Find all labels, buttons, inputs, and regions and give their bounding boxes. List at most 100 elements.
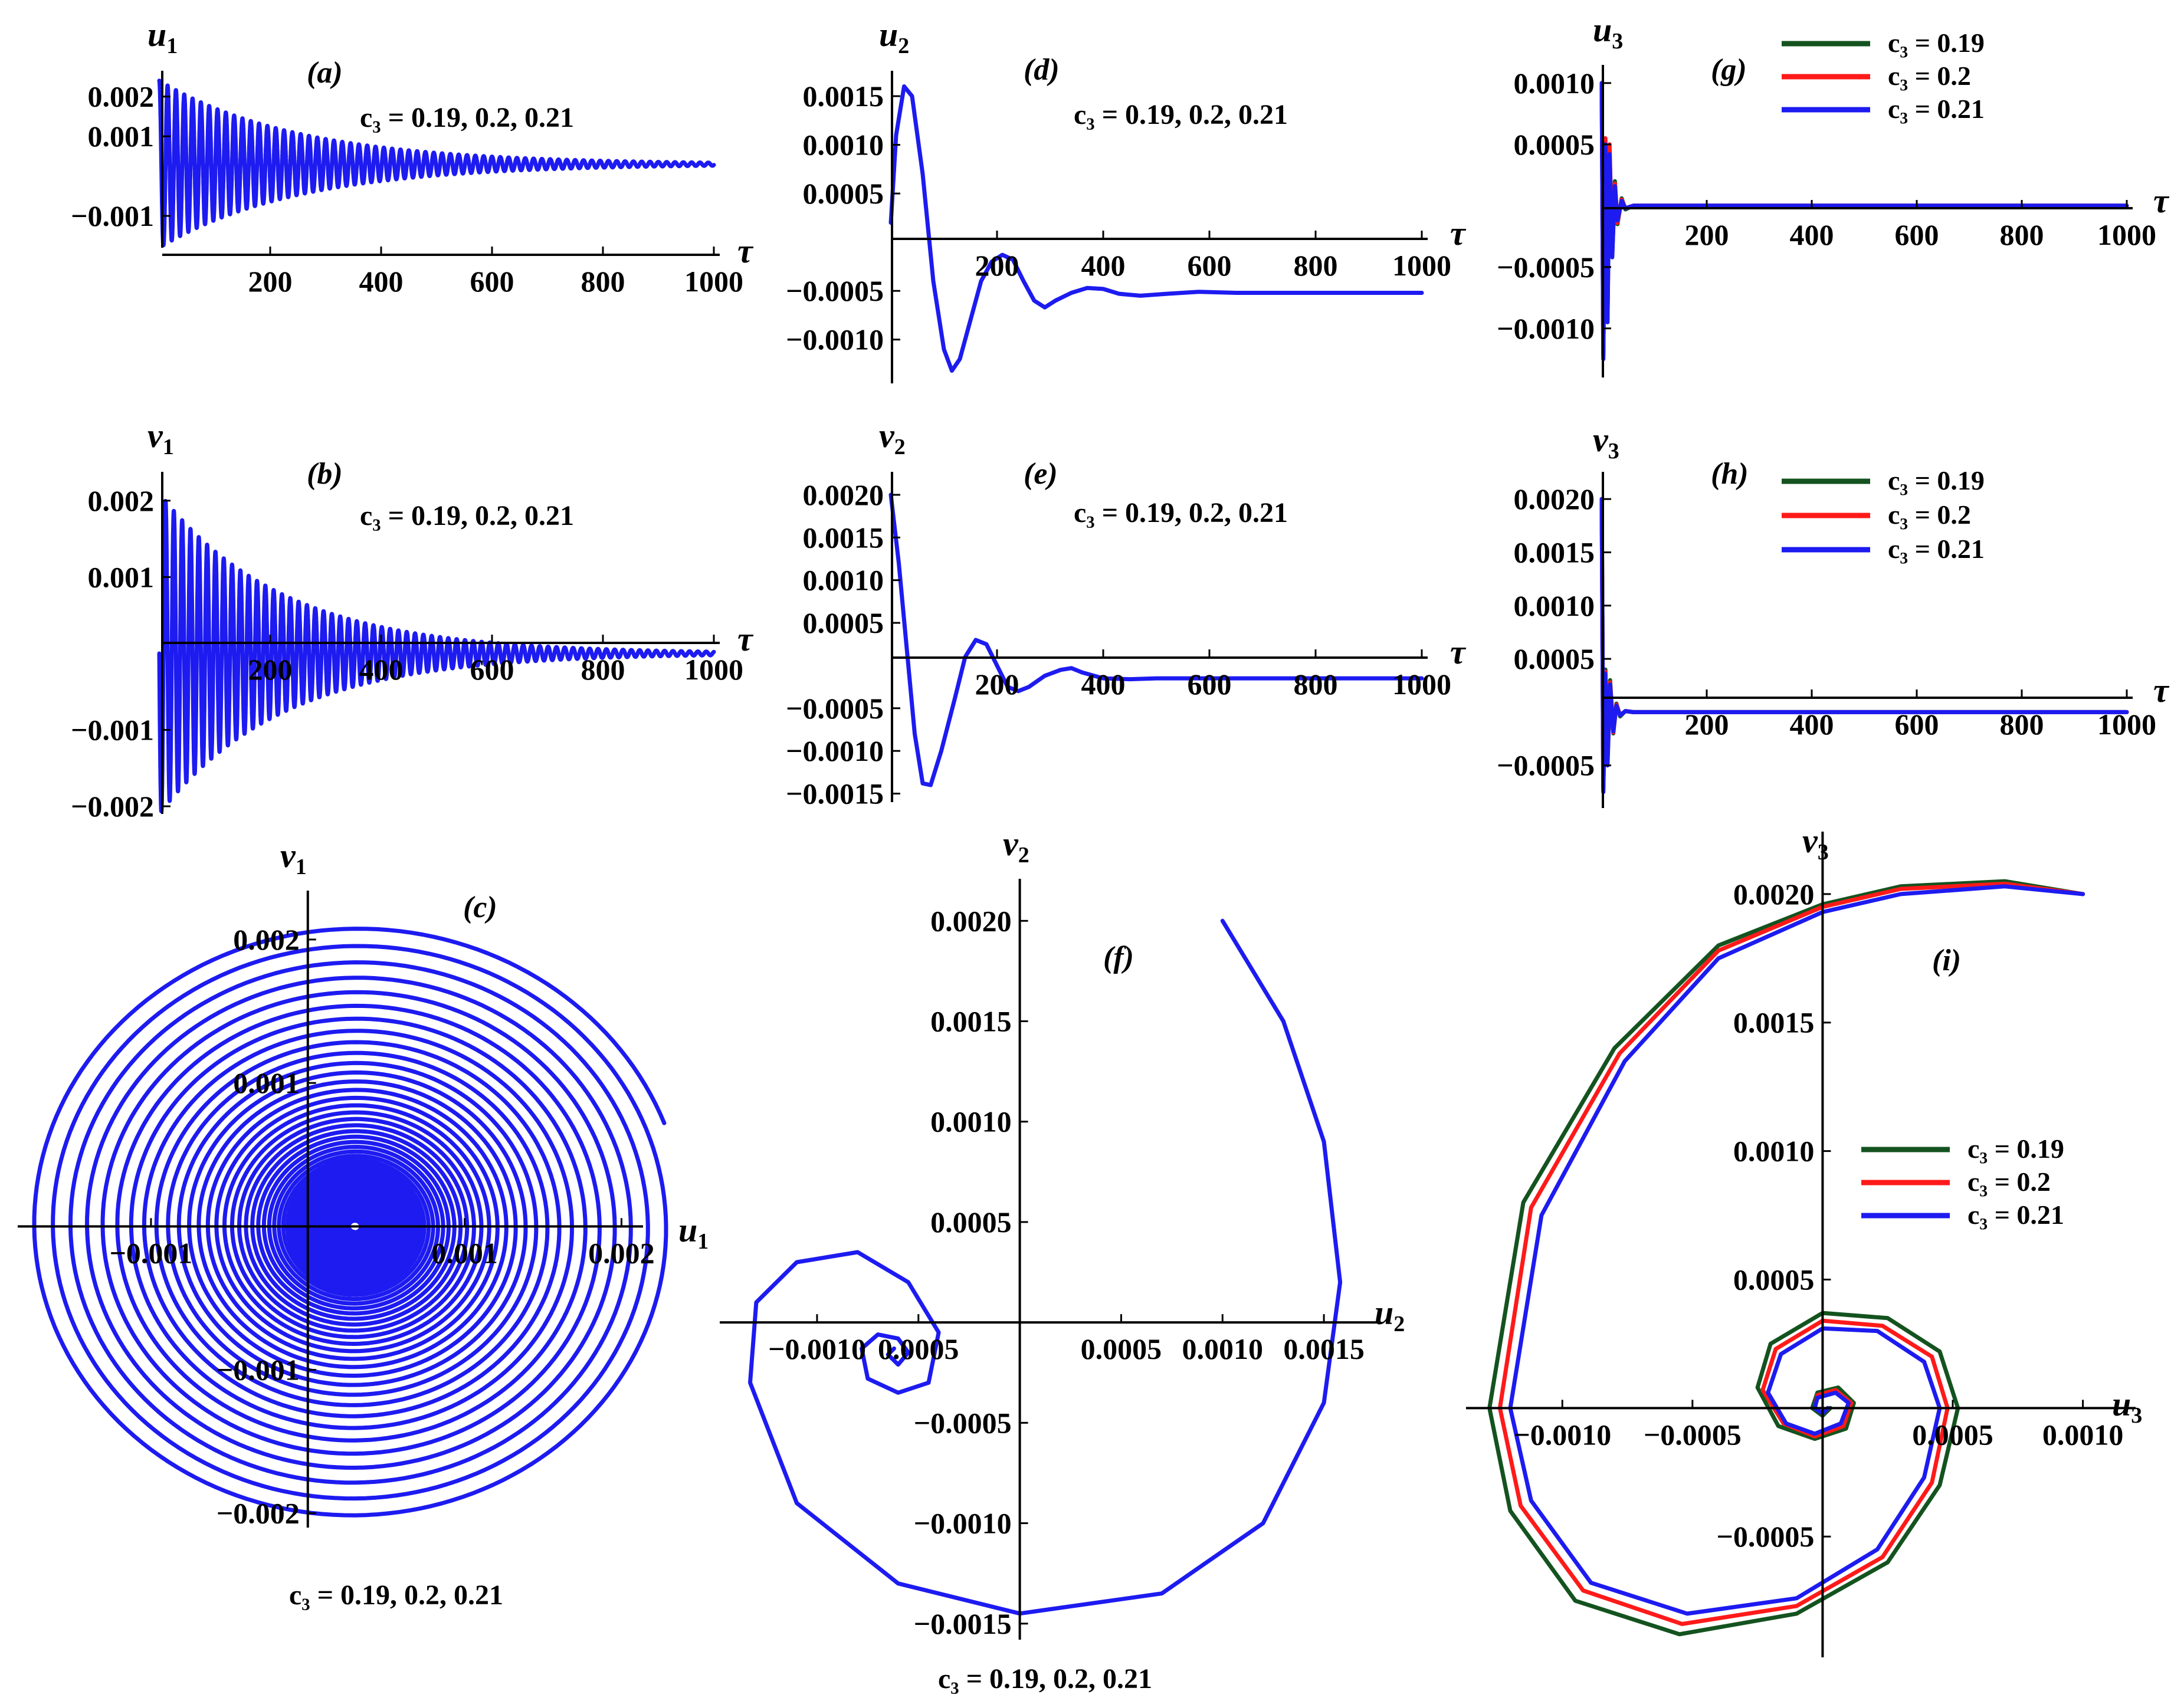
y-tick-label-f: 0.0010 bbox=[930, 1105, 1012, 1138]
x-tick-label-c: −0.001 bbox=[109, 1236, 192, 1269]
x-tick-label-c: 0.001 bbox=[431, 1236, 498, 1269]
legend-label: c₃ = 0.19 bbox=[1967, 1134, 2064, 1164]
y-tick-label-i: −0.0005 bbox=[1716, 1520, 1814, 1553]
series-line-g-3 bbox=[1599, 81, 2129, 362]
x-tick-label-i: 0.0005 bbox=[1912, 1418, 1993, 1451]
x-axis-label-a: τ bbox=[737, 232, 754, 270]
x-tick-label-h: 600 bbox=[1895, 708, 1939, 741]
y-tick-label-e: 0.0010 bbox=[803, 564, 884, 597]
legend-label: c₃ = 0.19 bbox=[1888, 465, 1985, 495]
x-tick-label-a: 800 bbox=[581, 265, 625, 298]
legend-label: c₃ = 0.2 bbox=[1888, 61, 1971, 91]
series-line-f-1 bbox=[748, 918, 1343, 1616]
y-tick-label-c: −0.002 bbox=[217, 1497, 300, 1530]
series-line-i-2 bbox=[1497, 881, 2085, 1626]
annotation-f: c₃ = 0.19, 0.2, 0.21 bbox=[938, 1663, 1152, 1695]
x-tick-label-b: 800 bbox=[581, 653, 625, 686]
x-axis-label-i: u3 bbox=[2112, 1385, 2142, 1428]
y-tick-label-b: −0.001 bbox=[71, 714, 154, 747]
panel-label-h: (h) bbox=[1711, 457, 1749, 491]
legend-label: c₃ = 0.21 bbox=[1967, 1200, 2064, 1230]
legend-label: c₃ = 0.21 bbox=[1888, 94, 1985, 124]
y-tick-label-e: 0.0020 bbox=[803, 478, 884, 511]
y-tick-label-a: −0.001 bbox=[71, 199, 154, 232]
x-tick-label-h: 200 bbox=[1685, 708, 1729, 741]
y-axis-label-a: u1 bbox=[147, 15, 178, 58]
x-tick-label-a: 1000 bbox=[684, 265, 743, 298]
y-tick-label-h: 0.0010 bbox=[1514, 589, 1595, 622]
y-axis-label-i: v3 bbox=[1802, 822, 1829, 865]
series-line-g-1 bbox=[1599, 81, 2129, 355]
series-line-e-1 bbox=[888, 492, 1424, 787]
series-line-h-1 bbox=[1599, 497, 2129, 789]
y-tick-label-a: 0.001 bbox=[88, 120, 155, 153]
x-tick-label-i: −0.0005 bbox=[1644, 1418, 1742, 1451]
x-tick-label-f: 0.0015 bbox=[1283, 1332, 1365, 1365]
x-tick-label-b: 400 bbox=[359, 653, 404, 686]
y-tick-label-g: 0.0010 bbox=[1514, 67, 1595, 100]
x-tick-label-d: 800 bbox=[1294, 249, 1338, 282]
y-tick-label-b: 0.002 bbox=[88, 484, 155, 517]
x-tick-label-e: 800 bbox=[1294, 668, 1338, 701]
x-tick-label-d: 600 bbox=[1188, 249, 1232, 282]
panel-c: −0.001 0.001 0.002 −0.002 −0.001 0.001 0.002 v1… bbox=[18, 836, 709, 1611]
y-tick-label-a: 0.002 bbox=[88, 80, 155, 113]
x-tick-label-i: −0.0010 bbox=[1513, 1418, 1611, 1451]
y-tick-label-f: −0.0015 bbox=[914, 1607, 1012, 1640]
y-tick-label-g: 0.0005 bbox=[1514, 128, 1595, 161]
series-line-i-3 bbox=[1508, 884, 2085, 1616]
x-axis-label-e: τ bbox=[1450, 633, 1467, 671]
series-line-a-1 bbox=[157, 78, 716, 248]
y-tick-label-f: −0.0005 bbox=[914, 1406, 1012, 1439]
y-tick-label-f: 0.0015 bbox=[930, 1004, 1012, 1037]
series-line-b-1 bbox=[157, 498, 716, 813]
legend-label: c₃ = 0.21 bbox=[1888, 534, 1985, 564]
y-tick-label-i: 0.0020 bbox=[1733, 878, 1815, 911]
annotation-c: c₃ = 0.19, 0.2, 0.21 bbox=[289, 1580, 503, 1611]
y-tick-label-b: 0.001 bbox=[88, 560, 155, 593]
series-line-h-2 bbox=[1599, 497, 2129, 791]
panel-i: −0.0010 −0.0005 0.0005 0.0010 −0.0005 0.0005 0… bbox=[1466, 822, 2142, 1657]
y-axis-label-b: v1 bbox=[147, 416, 174, 459]
legend-h: c₃ = 0.19 c₃ = 0.2 c₃ = 0.21 bbox=[1782, 465, 1985, 564]
y-axis-label-f: v2 bbox=[1003, 825, 1029, 868]
legend-label: c₃ = 0.2 bbox=[1888, 500, 1971, 530]
y-tick-label-c: −0.001 bbox=[217, 1354, 300, 1387]
panel-label-d: (d) bbox=[1024, 53, 1060, 87]
annotation-d: c₃ = 0.19, 0.2, 0.21 bbox=[1074, 99, 1288, 130]
y-tick-label-e: 0.0015 bbox=[803, 521, 884, 554]
panel-label-b: (b) bbox=[307, 457, 343, 491]
x-tick-label-h: 400 bbox=[1790, 708, 1834, 741]
x-axis-label-h: τ bbox=[2153, 671, 2170, 710]
x-tick-label-d: 400 bbox=[1081, 249, 1126, 282]
panel-label-e: (e) bbox=[1024, 457, 1058, 491]
x-tick-label-f: −0.0010 bbox=[768, 1332, 866, 1365]
x-axis-label-d: τ bbox=[1450, 214, 1467, 252]
panel-a: 200 400 600 800 1000 −0.001 0.001 0.002 u1 τ (a) c₃… bbox=[71, 15, 754, 298]
y-tick-label-i: 0.0015 bbox=[1733, 1006, 1815, 1039]
y-tick-label-i: 0.0005 bbox=[1733, 1263, 1815, 1296]
y-tick-label-d: −0.0005 bbox=[786, 274, 884, 307]
x-tick-label-b: 1000 bbox=[684, 653, 743, 686]
y-tick-label-d: 0.0005 bbox=[803, 177, 884, 210]
x-tick-label-c: 0.002 bbox=[588, 1236, 655, 1269]
y-tick-label-i: 0.0010 bbox=[1733, 1135, 1815, 1168]
y-tick-label-e: −0.0010 bbox=[786, 734, 884, 767]
panel-label-i: (i) bbox=[1932, 944, 1961, 977]
x-tick-label-e: 400 bbox=[1081, 668, 1126, 701]
y-tick-label-h: −0.0005 bbox=[1497, 749, 1595, 782]
y-axis-label-e: v2 bbox=[879, 416, 906, 459]
y-tick-label-h: 0.0015 bbox=[1514, 536, 1595, 569]
y-tick-label-h: 0.0020 bbox=[1514, 482, 1595, 515]
x-axis-label-b: τ bbox=[737, 620, 754, 658]
y-axis-label-h: v3 bbox=[1593, 421, 1619, 464]
x-axis-label-c: u1 bbox=[678, 1211, 709, 1254]
panel-g: 200 400 600 800 1000 −0.0010 −0.0005 0.0005 0.00… bbox=[1497, 11, 2170, 377]
y-tick-label-f: 0.0020 bbox=[930, 904, 1012, 937]
x-tick-label-b: 200 bbox=[248, 653, 293, 686]
x-tick-label-b: 600 bbox=[470, 653, 514, 686]
series-line-c-1 bbox=[32, 927, 668, 1518]
x-tick-label-a: 200 bbox=[248, 265, 293, 298]
y-axis-label-d: u2 bbox=[879, 15, 909, 58]
